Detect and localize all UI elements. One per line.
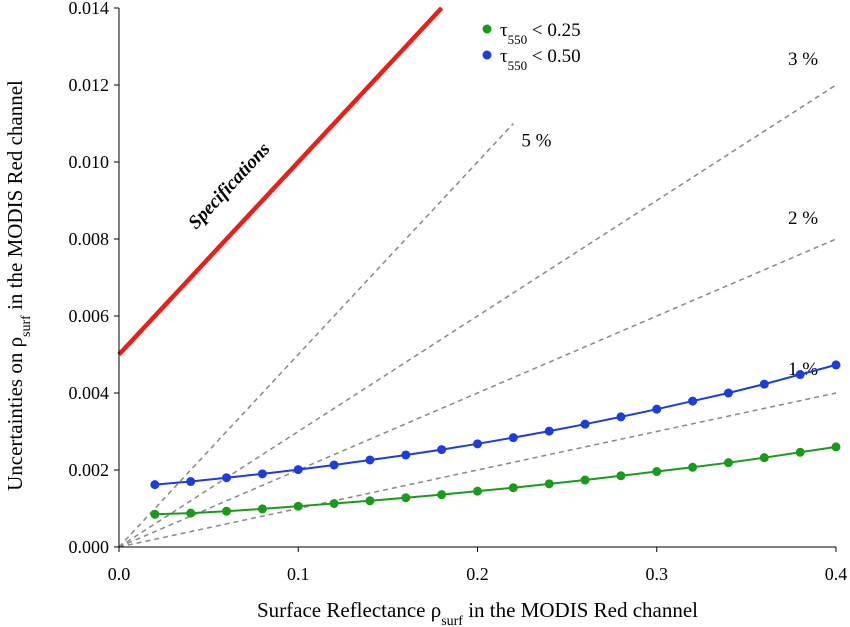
series-point <box>365 455 375 465</box>
series-point <box>186 477 196 487</box>
series-point <box>222 506 232 516</box>
reference-lines: 1 %2 %3 %5 % <box>118 49 837 548</box>
series-point <box>831 360 841 370</box>
y-tick-label: 0.010 <box>69 152 110 172</box>
series-point <box>759 453 769 463</box>
series-line <box>154 445 837 516</box>
series-point <box>580 419 590 429</box>
series-point <box>150 509 160 519</box>
series-point <box>795 370 805 380</box>
series-point <box>150 480 160 490</box>
series-point <box>795 447 805 457</box>
series-point <box>401 493 411 503</box>
reference-line <box>118 238 837 548</box>
y-tick-labels: 0.000 0.002 0.004 0.006 0.008 0.010 0.012 0.014 <box>69 0 119 557</box>
series-point <box>473 439 482 449</box>
series-point <box>437 490 447 500</box>
legend-entry: τ550 < 0.25 <box>500 20 581 47</box>
series-point <box>365 496 375 506</box>
series-point <box>759 379 769 389</box>
x-tick-labels: 0.0 0.1 0.2 0.3 0.4 <box>108 547 848 584</box>
series-point <box>293 501 303 511</box>
series-point <box>723 388 733 398</box>
x-tick-label: 0.0 <box>108 564 131 584</box>
reference-line-label: 3 % <box>788 49 818 70</box>
series-point <box>652 404 662 414</box>
legend-marker <box>482 24 492 34</box>
series-point <box>688 462 698 472</box>
y-tick-label: 0.004 <box>69 383 110 403</box>
data-series <box>150 360 841 519</box>
series-point <box>329 498 339 508</box>
specification-line <box>117 6 444 357</box>
series-point <box>688 396 698 406</box>
reference-line <box>118 122 514 548</box>
specification-label: Specifications <box>184 139 274 234</box>
x-tick-label: 0.2 <box>466 564 489 584</box>
series-point <box>544 479 554 489</box>
y-tick-label: 0.000 <box>69 537 110 557</box>
y-tick-label: 0.008 <box>69 229 110 249</box>
series-point <box>186 508 196 518</box>
series-point <box>257 504 267 514</box>
y-tick-label: 0.002 <box>69 460 110 480</box>
series-point <box>723 458 733 468</box>
series-point <box>222 473 232 483</box>
y-tick-label: 0.014 <box>69 0 110 18</box>
y-tick-label: 0.012 <box>69 75 110 95</box>
series-point <box>437 445 447 455</box>
series-point <box>616 471 626 481</box>
reference-line-label: 5 % <box>521 131 551 152</box>
y-axis-label: Uncertainties on ρsurf in the MODIS Red … <box>3 80 34 491</box>
series-point <box>257 469 267 479</box>
y-tick-label: 0.006 <box>69 306 110 326</box>
reference-line <box>118 84 837 548</box>
series-line <box>154 363 837 486</box>
legend-marker <box>482 50 492 60</box>
reference-line-label: 2 % <box>788 208 818 229</box>
legend-entry: τ550 < 0.50 <box>500 46 581 73</box>
series-point <box>580 475 590 485</box>
x-tick-label: 0.4 <box>825 564 848 584</box>
specification-group: Specifications <box>117 6 444 357</box>
series-point <box>508 483 518 493</box>
series-point <box>329 460 339 470</box>
series-point <box>293 465 303 475</box>
series-point <box>831 442 841 452</box>
x-tick-label: 0.1 <box>287 564 310 584</box>
series-point <box>508 433 518 443</box>
series-point <box>401 450 411 460</box>
reference-line <box>118 392 837 548</box>
x-axis-label: Surface Reflectance ρsurf in the MODIS R… <box>257 598 698 627</box>
x-tick-label: 0.3 <box>646 564 669 584</box>
series-point <box>544 426 554 436</box>
series-point <box>616 412 626 422</box>
series-point <box>473 486 482 496</box>
series-point <box>652 467 662 477</box>
